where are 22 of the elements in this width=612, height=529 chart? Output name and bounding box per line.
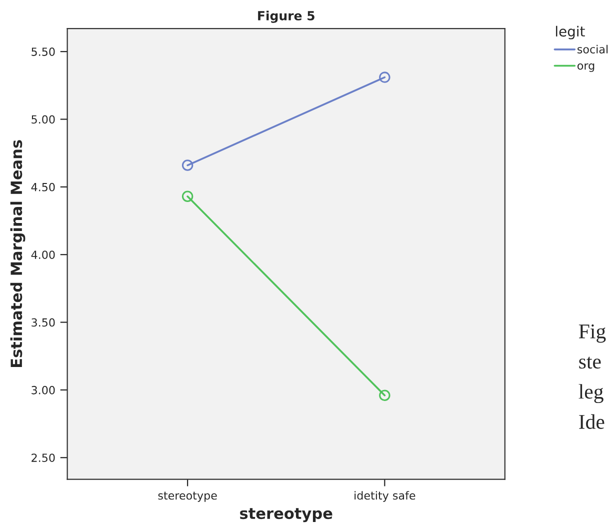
x-axis-title: stereotype bbox=[240, 508, 332, 522]
text: ste bbox=[579, 356, 601, 369]
text: leg bbox=[578, 384, 604, 404]
legend-label: org bbox=[578, 63, 594, 72]
y-tick-label: 2.50 bbox=[32, 454, 55, 462]
y-tick-label: 5.50 bbox=[32, 48, 55, 56]
chart-title: Figure 5 bbox=[258, 10, 314, 23]
y-tick-label: 4.00 bbox=[31, 250, 55, 259]
point bbox=[379, 390, 390, 401]
text: Ide bbox=[579, 414, 604, 429]
y-tick-label: 3.50 bbox=[32, 318, 55, 327]
point bbox=[379, 72, 390, 83]
y-axis-title: Estimated Marginal Means bbox=[10, 140, 26, 368]
point bbox=[182, 190, 194, 202]
legend-title: legit bbox=[556, 26, 585, 40]
legend-label: social bbox=[578, 44, 608, 54]
point bbox=[182, 160, 194, 171]
y-tick-label: 4.50 bbox=[31, 182, 55, 192]
x-tick-label: idetity safe bbox=[354, 491, 416, 502]
y-tick-label: 3.00 bbox=[32, 386, 55, 394]
y-tick-label: 5.00 bbox=[32, 115, 55, 124]
text: Fig bbox=[578, 324, 606, 343]
